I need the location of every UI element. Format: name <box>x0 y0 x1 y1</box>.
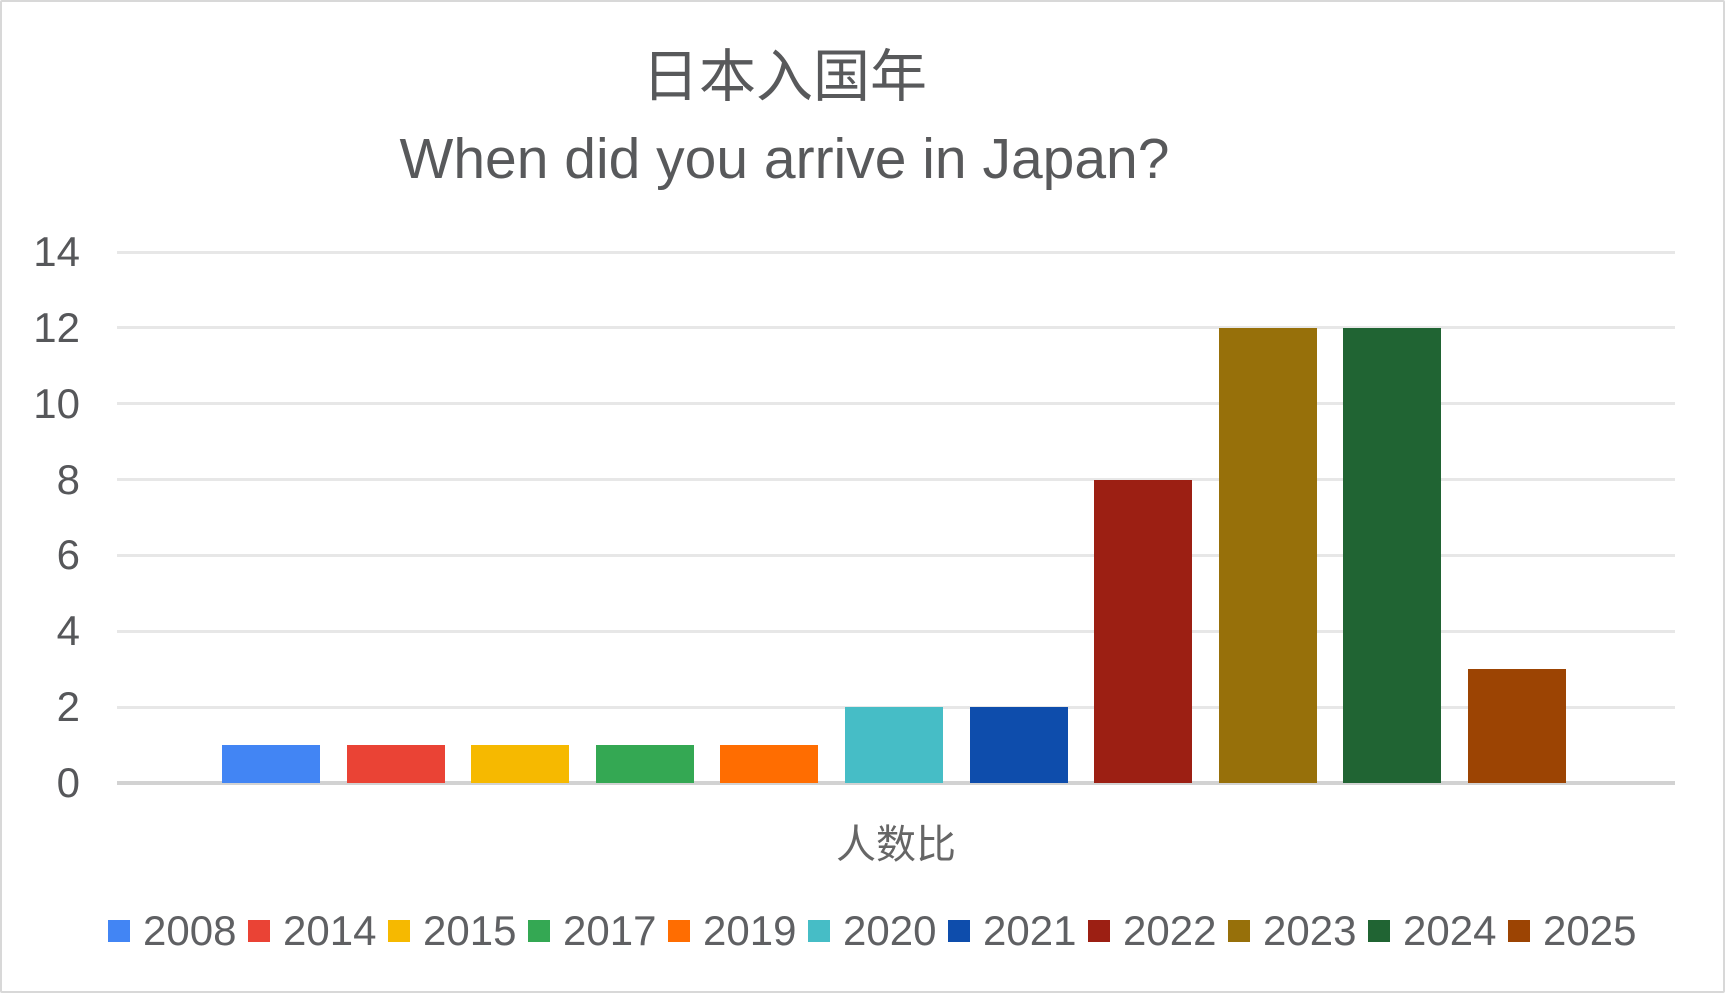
legend-swatch-icon <box>808 920 830 942</box>
bar-2017[interactable] <box>596 745 694 783</box>
bar-2025[interactable] <box>1468 669 1566 783</box>
y-tick-label-4: 4 <box>56 607 80 654</box>
gridline-4 <box>117 630 1675 633</box>
bar-2020[interactable] <box>845 707 943 783</box>
gridline-6 <box>117 554 1675 557</box>
legend-swatch-icon <box>948 920 970 942</box>
y-tick-label-2: 2 <box>56 683 80 730</box>
legend-item-2024[interactable]: 2024 <box>1368 908 1508 954</box>
legend-label: 2017 <box>563 907 657 954</box>
y-tick-label-14: 14 <box>33 228 80 275</box>
legend-swatch-icon <box>1088 920 1110 942</box>
legend-swatch-icon <box>248 920 270 942</box>
gridline-0 <box>117 781 1675 785</box>
legend-label: 2024 <box>1403 907 1497 954</box>
gridline-12 <box>117 326 1675 329</box>
legend-item-2022[interactable]: 2022 <box>1088 908 1228 954</box>
x-axis-label: 人数比 <box>836 823 956 867</box>
legend-swatch-icon <box>108 920 130 942</box>
legend-label: 2021 <box>983 907 1077 954</box>
bar-2021[interactable] <box>970 707 1068 783</box>
legend-item-2017[interactable]: 2017 <box>528 908 668 954</box>
y-tick-label-6: 6 <box>56 531 80 578</box>
legend-label: 2008 <box>143 907 237 954</box>
legend-label: 2014 <box>283 907 377 954</box>
bar-2023[interactable] <box>1219 328 1317 783</box>
legend-label: 2015 <box>423 907 517 954</box>
legend-swatch-icon <box>1508 920 1530 942</box>
bar-2024[interactable] <box>1343 328 1441 783</box>
bar-2019[interactable] <box>720 745 818 783</box>
legend-swatch-icon <box>388 920 410 942</box>
y-tick-label-12: 12 <box>33 304 80 351</box>
legend-label: 2022 <box>1123 907 1217 954</box>
bar-2014[interactable] <box>347 745 445 783</box>
legend-swatch-icon <box>1368 920 1390 942</box>
gridline-8 <box>117 478 1675 481</box>
legend-label: 2025 <box>1543 907 1637 954</box>
chart-subtitle: When did you arrive in Japan? <box>399 127 1170 191</box>
legend-swatch-icon <box>1228 920 1250 942</box>
legend: 2008 2014 2015 2017 2019 2020 2021 2022 2023 2024… <box>108 908 1648 954</box>
gridline-10 <box>117 402 1675 405</box>
chart-title: 日本入国年 <box>642 45 927 109</box>
y-tick-label-0: 0 <box>56 759 80 806</box>
y-tick-label-8: 8 <box>56 456 80 503</box>
legend-item-2014[interactable]: 2014 <box>248 908 388 954</box>
legend-swatch-icon <box>528 920 550 942</box>
legend-item-2015[interactable]: 2015 <box>388 908 528 954</box>
legend-item-2008[interactable]: 2008 <box>108 908 248 954</box>
bar-2022[interactable] <box>1094 480 1192 783</box>
legend-swatch-icon <box>668 920 690 942</box>
legend-item-2023[interactable]: 2023 <box>1228 908 1368 954</box>
bar-2015[interactable] <box>471 745 569 783</box>
legend-item-2019[interactable]: 2019 <box>668 908 808 954</box>
chart-title-block: 日本入国年 When did you arrive in Japan? <box>2 44 1567 192</box>
legend-label: 2020 <box>843 907 937 954</box>
y-tick-label-10: 10 <box>33 380 80 427</box>
legend-item-2020[interactable]: 2020 <box>808 908 948 954</box>
legend-item-2021[interactable]: 2021 <box>948 908 1088 954</box>
bar-2008[interactable] <box>222 745 320 783</box>
legend-label: 2019 <box>703 907 797 954</box>
legend-label: 2023 <box>1263 907 1357 954</box>
legend-item-2025[interactable]: 2025 <box>1508 908 1648 954</box>
gridline-14 <box>117 251 1675 254</box>
